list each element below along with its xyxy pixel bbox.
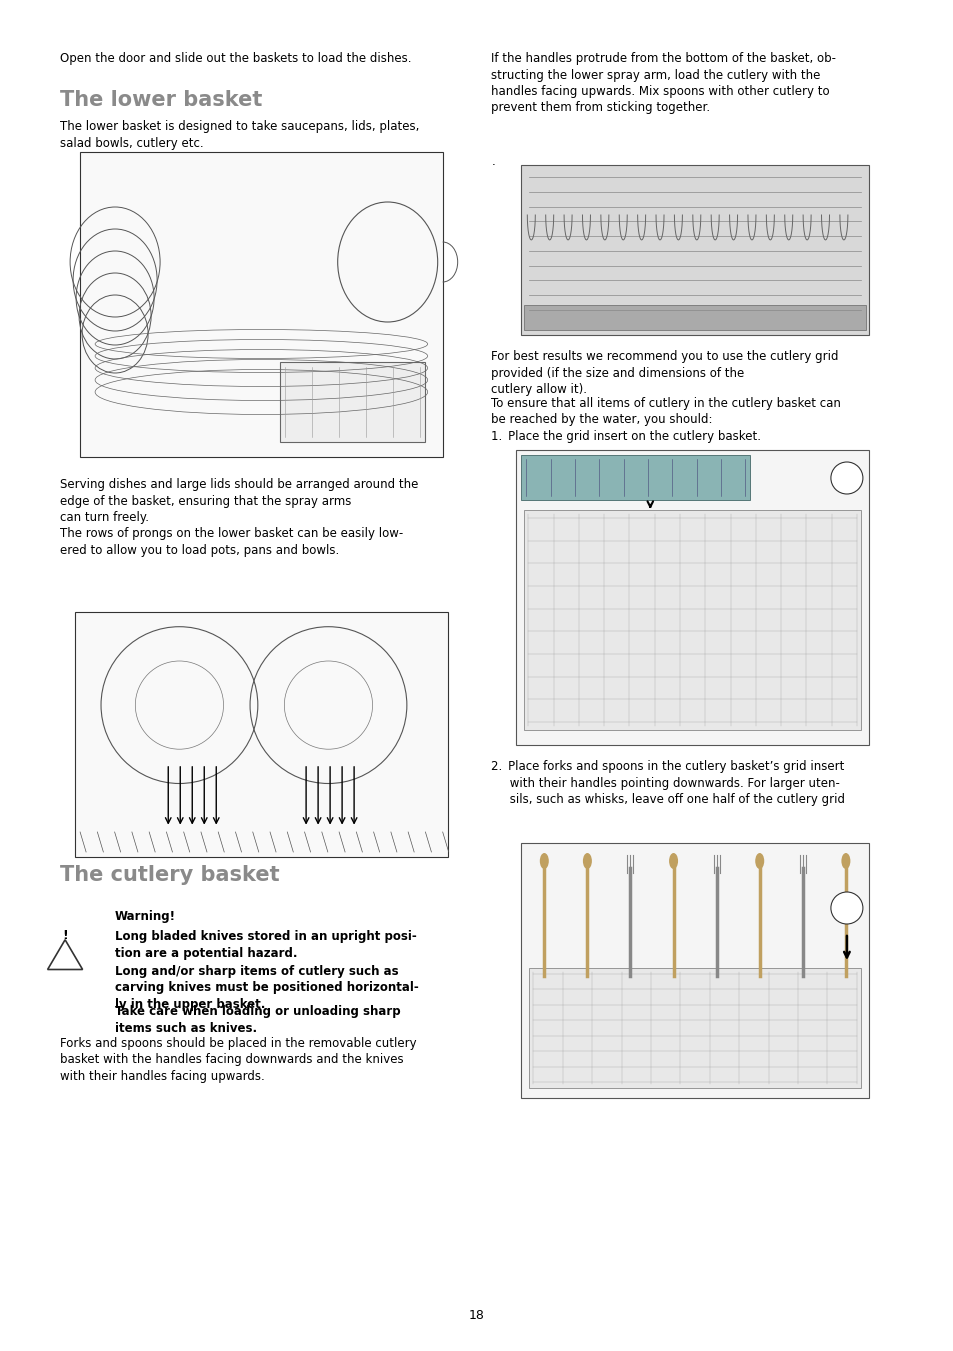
Text: 1. Place the grid insert on the cutlery basket.: 1. Place the grid insert on the cutlery … — [491, 430, 760, 443]
Ellipse shape — [582, 852, 591, 869]
Text: Serving dishes and large lids should be arranged around the
edge of the basket, : Serving dishes and large lids should be … — [60, 478, 418, 557]
Bar — [80, 153, 442, 457]
Bar — [516, 450, 868, 744]
Text: Warning!: Warning! — [115, 911, 176, 923]
Bar — [520, 843, 868, 1098]
Text: Forks and spoons should be placed in the removable cutlery
basket with the handl: Forks and spoons should be placed in the… — [60, 1038, 416, 1084]
Bar — [520, 165, 868, 335]
Text: 2. Place forks and spoons in the cutlery basket’s grid insert
     with their ha: 2. Place forks and spoons in the cutlery… — [491, 761, 844, 807]
Text: The lower basket is designed to take saucepans, lids, plates,
salad bowls, cutle: The lower basket is designed to take sau… — [60, 120, 419, 150]
Bar — [279, 362, 424, 442]
Text: Open the door and slide out the baskets to load the dishes.: Open the door and slide out the baskets … — [60, 51, 411, 65]
Text: 2: 2 — [841, 898, 850, 911]
Ellipse shape — [539, 852, 548, 869]
Text: Take care when loading or unloading sharp
items such as knives.: Take care when loading or unloading shar… — [115, 1005, 400, 1035]
Ellipse shape — [841, 852, 849, 869]
Bar — [520, 455, 750, 500]
Text: 1: 1 — [841, 467, 850, 481]
Text: !: ! — [62, 929, 68, 942]
Circle shape — [830, 462, 862, 494]
Bar — [524, 305, 865, 330]
Bar — [524, 509, 860, 730]
Bar — [529, 969, 860, 1088]
Text: Long bladed knives stored in an upright posi-
tion are a potential hazard.: Long bladed knives stored in an upright … — [115, 929, 416, 959]
Text: If the handles protrude from the bottom of the basket, ob-
structing the lower s: If the handles protrude from the bottom … — [491, 51, 836, 115]
Text: For best results we recommend you to use the cutlery grid
provided (if the size : For best results we recommend you to use… — [491, 350, 838, 396]
Bar — [75, 612, 447, 857]
Text: The lower basket: The lower basket — [60, 91, 262, 109]
Text: To ensure that all items of cutlery in the cutlery basket can
be reached by the : To ensure that all items of cutlery in t… — [491, 397, 841, 427]
Ellipse shape — [755, 852, 763, 869]
Text: The cutlery basket: The cutlery basket — [60, 865, 279, 885]
Text: 18: 18 — [469, 1309, 484, 1323]
Text: .: . — [491, 155, 495, 168]
Ellipse shape — [668, 852, 678, 869]
Circle shape — [830, 892, 862, 924]
Text: Long and/or sharp items of cutlery such as
carving knives must be positioned hor: Long and/or sharp items of cutlery such … — [115, 965, 418, 1011]
